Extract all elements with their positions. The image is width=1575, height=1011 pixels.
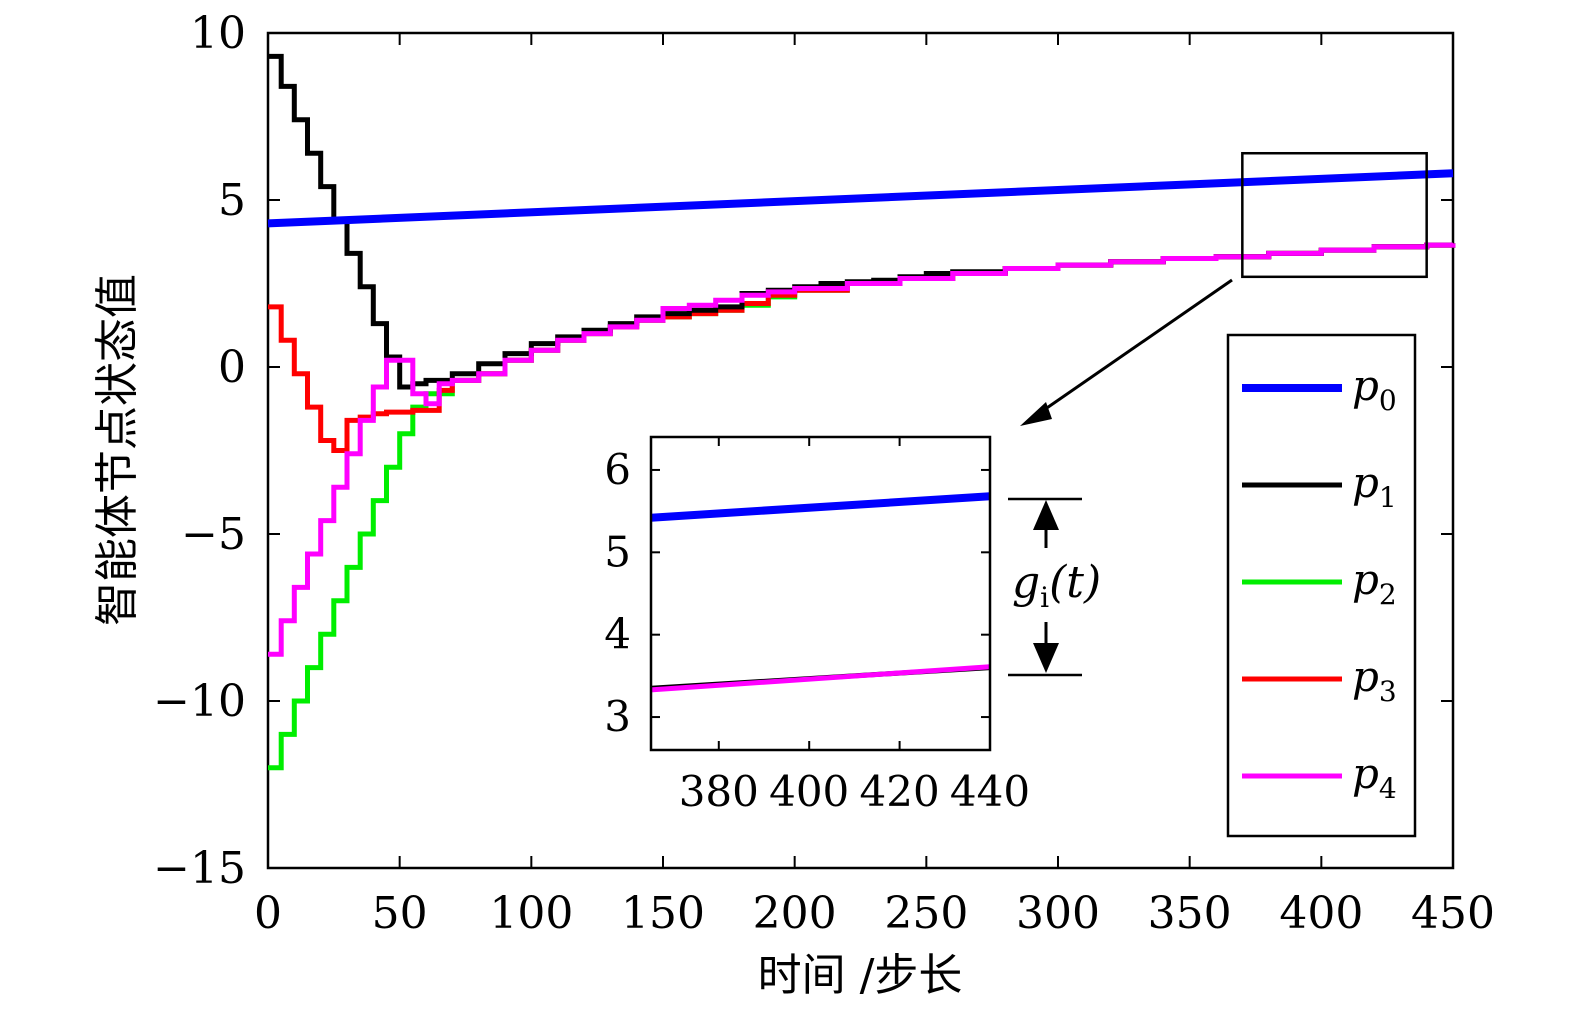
x-tick-label: 0	[254, 888, 282, 939]
series-line-p0	[267, 169, 1454, 228]
x-tick-label: 50	[372, 888, 428, 939]
y-axis-label: 智能体节点状态值	[92, 274, 143, 626]
main-ticks	[267, 32, 1454, 869]
y-tick-label: 5	[218, 175, 246, 226]
y-tick-label: 10	[190, 8, 246, 59]
inset-plot-frame	[649, 435, 992, 752]
gap-label-main: g	[1012, 557, 1040, 608]
legend-box	[1226, 333, 1417, 838]
legend-label-p4: p4	[1352, 749, 1397, 805]
x-tick-label: 400	[1279, 888, 1363, 939]
inset-ticks	[651, 437, 991, 750]
legend-label-main: p	[1352, 652, 1379, 701]
series-line-p4	[268, 242, 1456, 657]
legend-label-main: p	[1352, 458, 1379, 507]
y-tick-label: −10	[153, 676, 246, 727]
inset-tick-labels: 380 400 420 440 3 4 5 6	[604, 445, 1030, 816]
legend-label-p2: p2	[1352, 555, 1397, 611]
zoom-arrow-head	[1020, 402, 1052, 426]
inset-y-tick-label: 4	[604, 610, 631, 659]
legend-label-sub: 2	[1379, 578, 1397, 611]
main-series	[267, 53, 1456, 771]
inset-y-tick-label: 3	[604, 692, 631, 741]
legend-label-main: p	[1352, 555, 1379, 604]
main-plot-frame	[266, 31, 1455, 870]
inset-y-tick-label: 6	[604, 445, 631, 494]
y-tick-label: −5	[181, 509, 246, 560]
inset-x-tick-label: 380	[679, 767, 759, 816]
y-tick-label: −15	[153, 843, 246, 894]
inset-series-line-p4	[650, 664, 991, 693]
legend-label-main: p	[1352, 361, 1379, 410]
x-tick-label: 300	[1016, 888, 1100, 939]
x-tick-label: 200	[753, 888, 837, 939]
inset-x-tick-label: 440	[950, 767, 1030, 816]
zoom-region-box	[1241, 151, 1428, 279]
legend-label-p1: p1	[1352, 458, 1397, 514]
x-tick-label: 350	[1148, 888, 1232, 939]
legend-label-sub: 3	[1379, 675, 1397, 708]
zoom-arrow	[1027, 278, 1233, 423]
gap-annotation: gi(t)	[1008, 497, 1101, 677]
x-axis-label: 时间 /步长	[758, 950, 963, 1001]
gap-label-rest: (t)	[1049, 557, 1101, 608]
gap-arrow-up-head	[1033, 500, 1059, 530]
x-tick-label: 450	[1411, 888, 1495, 939]
x-tick-label: 100	[489, 888, 573, 939]
gap-label-sub: i	[1040, 581, 1049, 614]
inset-x-tick-label: 400	[769, 767, 849, 816]
legend-label-sub: 0	[1379, 384, 1397, 417]
x-tick-label: 250	[884, 888, 968, 939]
inset-series	[650, 492, 991, 693]
legend-label-sub: 4	[1379, 772, 1397, 805]
legend-label-p3: p3	[1352, 652, 1397, 708]
legend-label-p0: p0	[1352, 361, 1397, 417]
inset-x-tick-label: 420	[860, 767, 940, 816]
inset-y-tick-label: 5	[604, 527, 631, 576]
gap-arrow-down-head	[1033, 643, 1059, 673]
gap-label: gi(t)	[1012, 557, 1101, 614]
x-tick-label: 150	[621, 888, 705, 939]
inset-series-line-p0	[650, 492, 991, 522]
inset-plot-background	[651, 437, 990, 750]
y-tick-label: 0	[218, 342, 246, 393]
legend-label-main: p	[1352, 749, 1379, 798]
legend-label-sub: 1	[1379, 481, 1397, 514]
